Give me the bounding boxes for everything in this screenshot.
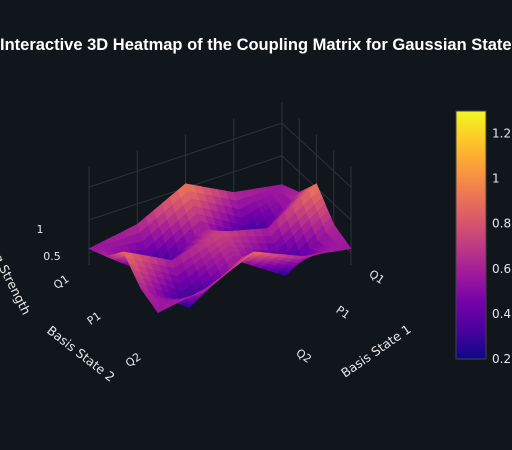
colorbar: 0.2 0.4 0.6 0.8 1 1.2	[456, 111, 511, 366]
colorbar-tick-5: 1.2	[492, 127, 511, 141]
colorbar-tick-1: 0.4	[492, 307, 511, 321]
colorbar-ticks: 0.2 0.4 0.6 0.8 1 1.2	[492, 127, 511, 366]
surface-mesh	[89, 184, 351, 313]
x-tick-q2: Q2	[294, 346, 314, 366]
z-axis-title: Coupling Strength	[0, 210, 34, 318]
z-tick-1: 1	[37, 223, 44, 236]
colorbar-tick-0: 0.2	[492, 352, 511, 366]
x-tick-q1: Q1	[367, 267, 387, 287]
colorbar-tick-3: 0.8	[492, 217, 511, 231]
y-tick-p1: P1	[85, 309, 104, 327]
colorbar-tick-2: 0.6	[492, 262, 511, 276]
z-tick-0-5: 0.5	[43, 250, 61, 263]
colorbar-fill	[456, 111, 486, 359]
x-axis-title: Basis State 1	[338, 321, 414, 380]
y-tick-q1: Q1	[51, 272, 71, 292]
x-tick-p1: P1	[334, 303, 353, 321]
colorbar-tick-4: 1	[492, 172, 500, 186]
y-axis-title: Basis State 2	[44, 323, 118, 385]
y-tick-q2: Q2	[123, 350, 143, 370]
